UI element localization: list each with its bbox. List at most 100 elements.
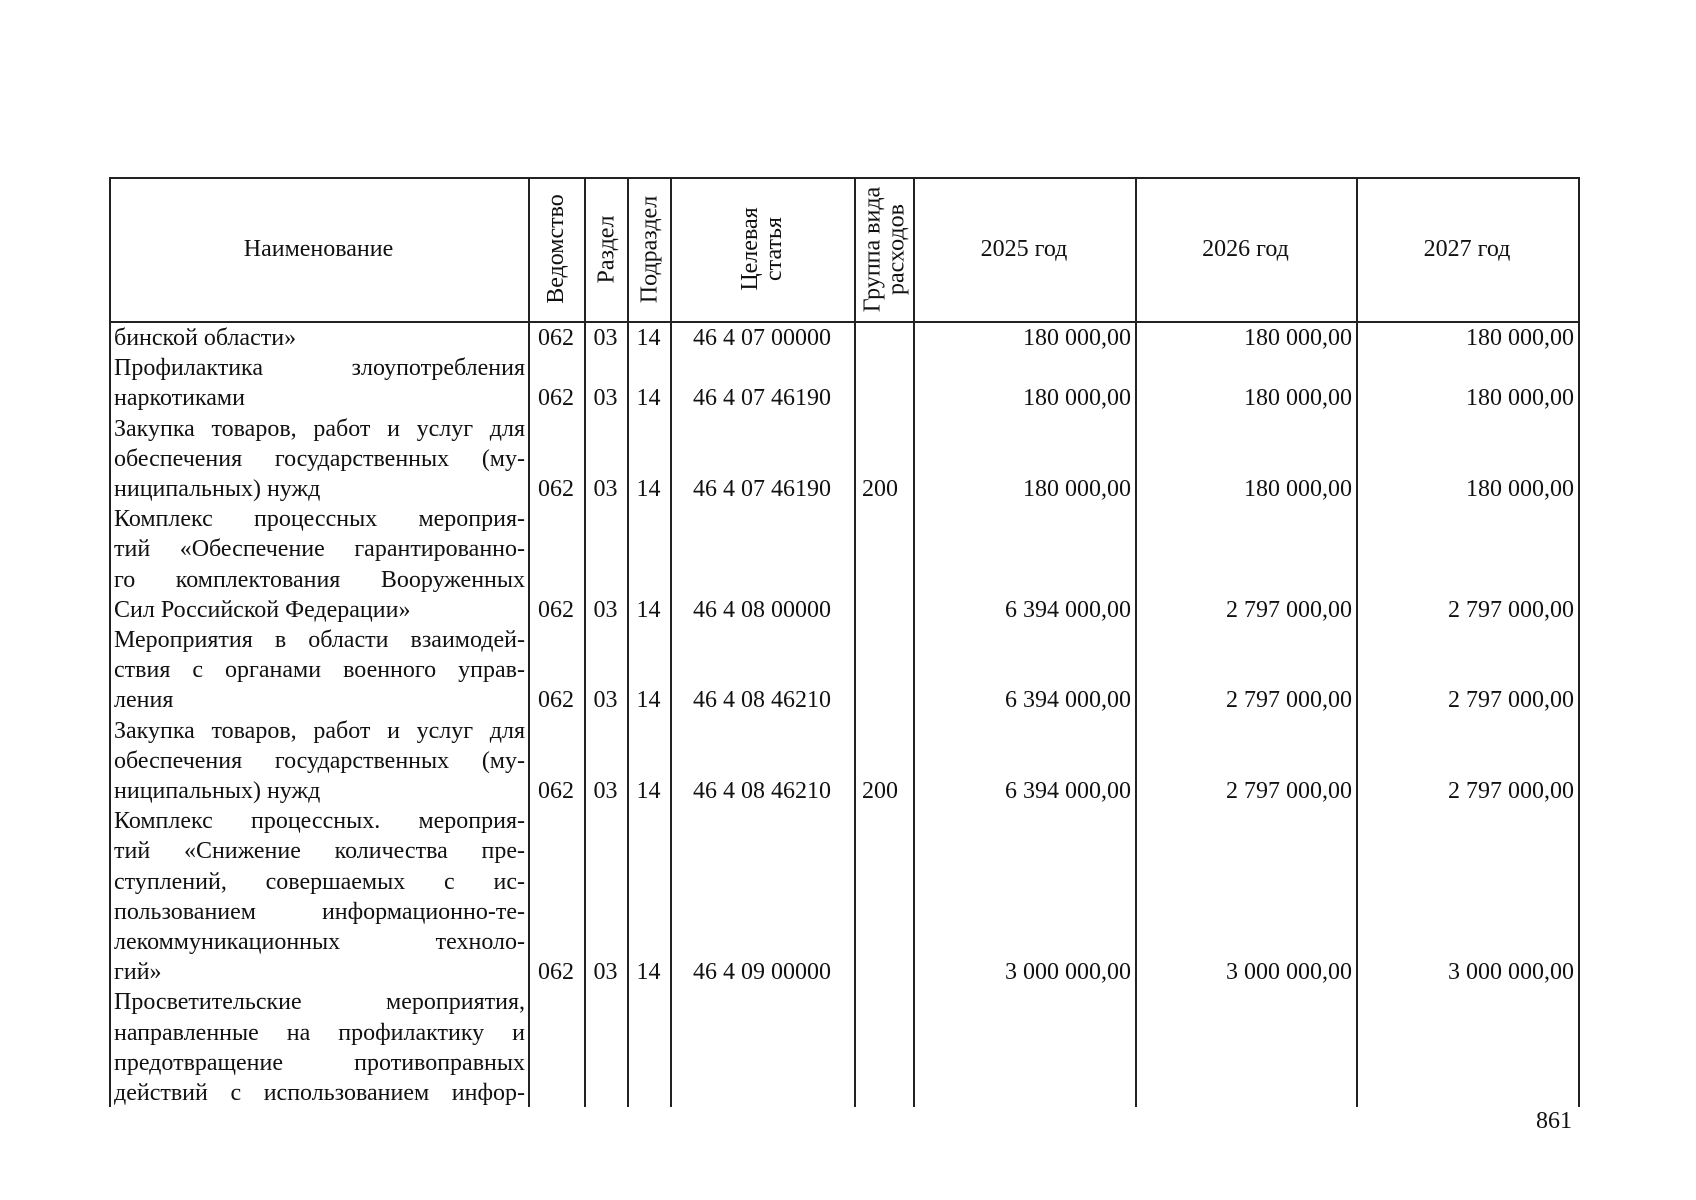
row-name: го комплектования Вооруженных: [114, 566, 525, 593]
cell-y2026: 2 797 000,00: [1226, 687, 1352, 714]
column-line: [1135, 177, 1137, 1107]
row-name: ниципальных) нужд: [114, 778, 321, 804]
row-name: Комплекс процессных мероприя-: [114, 506, 525, 533]
cell-y2026: 2 797 000,00: [1226, 778, 1352, 804]
cell-department: 062: [538, 385, 574, 412]
table-border: [109, 321, 1580, 323]
row-name: ступлений, совершаемых с ис-: [114, 868, 525, 895]
row-name: Комплекс процессных. мероприя-: [114, 808, 525, 835]
column-header: 2026 год: [1202, 236, 1289, 262]
column-header: Наименование: [243, 236, 394, 262]
column-line: [1356, 177, 1358, 1107]
column-line: [584, 177, 586, 1107]
row-name: действий с использованием инфор-: [114, 1080, 525, 1106]
cell-target-item: 46 4 07 46190: [693, 385, 831, 412]
cell-section: 03: [593, 476, 618, 502]
row-name: ления: [114, 687, 174, 714]
row-name: Мероприятия в области взаимодей-: [114, 627, 525, 653]
row-name: ниципальных) нужд: [114, 476, 321, 502]
cell-y2025: 180 000,00: [1023, 385, 1131, 412]
row-name: лекоммуникационных техноло-: [114, 929, 525, 955]
cell-y2027: 180 000,00: [1466, 325, 1574, 351]
cell-y2025: 180 000,00: [1023, 476, 1131, 502]
row-name: направленные на профилактику и: [114, 1019, 525, 1046]
column-line: [627, 177, 629, 1107]
cell-department: 062: [538, 325, 574, 351]
row-name: предотвращение противоправных: [114, 1049, 525, 1076]
cell-department: 062: [538, 596, 574, 623]
row-name: обеспечения государственных (му-: [114, 747, 525, 774]
cell-y2026: 180 000,00: [1244, 476, 1352, 502]
cell-target-item: 46 4 08 46210: [693, 687, 831, 714]
row-name: Закупка товаров, работ и услуг для: [114, 717, 525, 744]
cell-section: 03: [593, 325, 618, 351]
cell-y2026: 3 000 000,00: [1226, 959, 1352, 986]
row-name: ствия с органами военного управ-: [114, 657, 525, 684]
column-line: [670, 177, 672, 1107]
row-name: Просветительские мероприятия,: [114, 989, 525, 1016]
cell-section: 03: [593, 687, 618, 714]
cell-y2027: 2 797 000,00: [1448, 687, 1574, 714]
column-header: Целевая статья: [737, 207, 787, 291]
cell-y2027: 180 000,00: [1466, 385, 1574, 412]
column-line: [854, 177, 856, 1107]
cell-target-item: 46 4 08 00000: [693, 596, 831, 623]
row-name: наркотиками: [114, 385, 245, 412]
column-header: Раздел: [592, 215, 619, 283]
cell-subsection: 14: [636, 325, 661, 351]
cell-y2026: 2 797 000,00: [1226, 596, 1352, 623]
cell-department: 062: [538, 687, 574, 714]
column-header: Группа вида расходов: [858, 186, 909, 312]
row-name: обеспечения государственных (му-: [114, 445, 525, 472]
cell-y2027: 2 797 000,00: [1448, 778, 1574, 804]
cell-y2025: 6 394 000,00: [1005, 687, 1131, 714]
cell-target-item: 46 4 09 00000: [693, 959, 831, 986]
cell-subsection: 14: [636, 596, 661, 623]
row-name: Закупка товаров, работ и услуг для: [114, 415, 525, 442]
cell-section: 03: [593, 959, 618, 986]
column-line: [1578, 177, 1580, 1107]
row-name: Профилактика злоупотребления: [114, 355, 525, 382]
cell-section: 03: [593, 596, 618, 623]
cell-section: 03: [593, 778, 618, 804]
cell-department: 062: [538, 476, 574, 502]
cell-y2025: 180 000,00: [1023, 325, 1131, 351]
row-name: тий «Обеспечение гарантированно-: [114, 536, 525, 563]
cell-subsection: 14: [636, 476, 661, 502]
column-line: [913, 177, 915, 1107]
cell-subsection: 14: [636, 778, 661, 804]
cell-section: 03: [593, 385, 618, 412]
cell-department: 062: [538, 778, 574, 804]
row-name: гий»: [114, 959, 162, 986]
cell-y2026: 180 000,00: [1244, 325, 1352, 351]
cell-target-item: 46 4 08 46210: [693, 778, 831, 804]
column-header: 2027 год: [1423, 236, 1511, 262]
cell-y2025: 6 394 000,00: [1005, 596, 1131, 623]
cell-expense-group: 200: [862, 476, 898, 502]
cell-y2027: 3 000 000,00: [1448, 959, 1574, 986]
cell-y2027: 2 797 000,00: [1448, 596, 1574, 623]
cell-department: 062: [538, 959, 574, 986]
column-header: Ведомство: [543, 194, 569, 304]
column-line: [109, 177, 111, 1107]
cell-target-item: 46 4 07 46190: [693, 476, 831, 502]
page-number: 861: [1536, 1108, 1572, 1134]
cell-y2027: 180 000,00: [1466, 476, 1574, 502]
cell-subsection: 14: [636, 687, 661, 714]
cell-y2025: 6 394 000,00: [1005, 778, 1131, 804]
column-header: 2025 год: [980, 236, 1068, 262]
column-header: Подраздел: [635, 195, 662, 303]
cell-target-item: 46 4 07 00000: [693, 325, 831, 351]
cell-expense-group: 200: [862, 778, 898, 804]
row-name: бинской области»: [114, 325, 297, 351]
row-name: Сил Российской Федерации»: [114, 596, 411, 623]
cell-subsection: 14: [636, 385, 661, 412]
row-name: тий «Снижение количества пре-: [114, 838, 525, 865]
column-line: [528, 177, 530, 1107]
table-border: [109, 177, 1580, 179]
cell-y2026: 180 000,00: [1244, 385, 1352, 412]
cell-subsection: 14: [636, 959, 661, 986]
row-name: пользованием информационно-те-: [114, 898, 525, 925]
cell-y2025: 3 000 000,00: [1005, 959, 1131, 986]
